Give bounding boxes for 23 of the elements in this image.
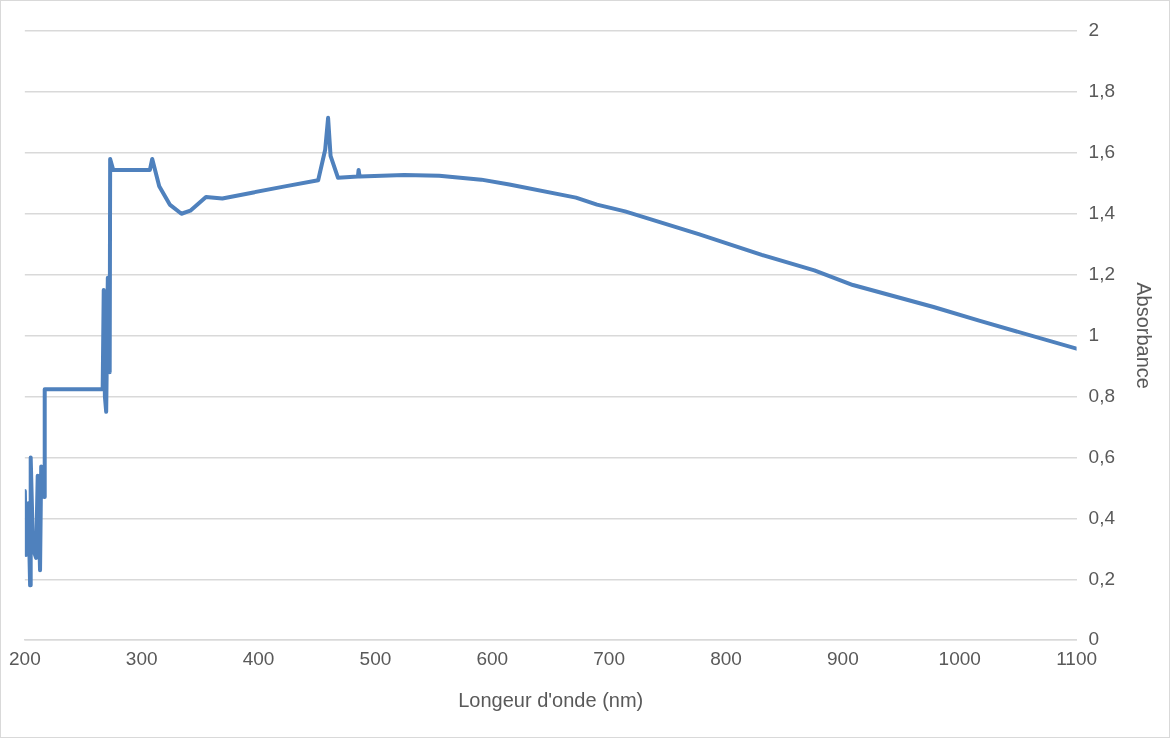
y2-tick-label: 0,4: [1088, 506, 1116, 528]
x-tick-label: 400: [242, 647, 275, 669]
x-tick-label: 800: [710, 647, 742, 669]
x-tick-label: 300: [125, 647, 158, 669]
x-tick-label: 1000: [938, 647, 981, 669]
y2-tick-label: 2: [1088, 19, 1100, 41]
y2-tick-label: 1,8: [1088, 80, 1116, 102]
y2-tick-label: 1: [1088, 323, 1100, 345]
x-tick-label: 1100: [1056, 647, 1098, 669]
y2-tick-label: 1,2: [1088, 262, 1116, 284]
y2-tick-label: 1,6: [1088, 141, 1116, 163]
x-tick-label: 600: [476, 647, 509, 669]
y2-tick-label: 0: [1088, 628, 1100, 650]
x-tick-label: 900: [827, 647, 859, 669]
x-tick-label: 700: [593, 647, 625, 669]
y2-tick-label: 0,8: [1088, 384, 1116, 406]
y2-tick-label: 0,2: [1088, 567, 1116, 589]
x-tick-label: 500: [359, 647, 392, 669]
x-axis-title: Longeur d'onde (nm): [458, 688, 644, 711]
y2-axis-title: Absorbance: [1133, 282, 1156, 389]
y2-tick-label: 1,4: [1088, 201, 1116, 223]
y2-tick-label: 0,6: [1088, 445, 1116, 467]
x-tick-label: 200: [9, 647, 41, 669]
